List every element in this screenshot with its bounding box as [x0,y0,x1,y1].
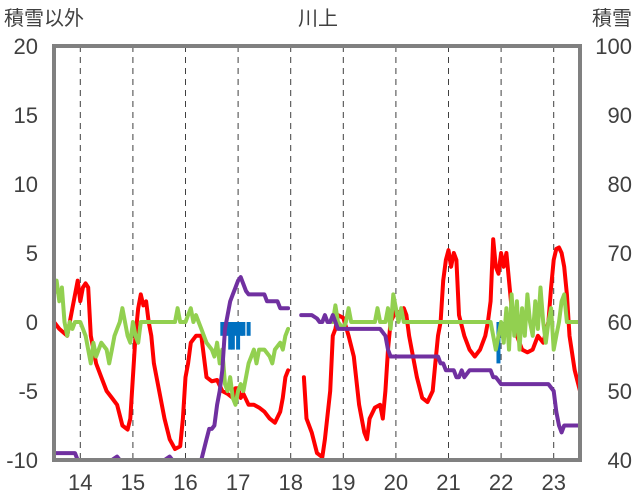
left-tick-label: 10 [14,172,38,197]
precip-bar-7 [238,322,243,336]
x-tick-label: 16 [173,470,197,495]
x-tick-label: 15 [121,470,145,495]
x-tick-label: 22 [489,470,513,495]
right-axis-label: 積雪 [592,7,632,30]
right-tick-label: 100 [595,34,632,59]
precip-bar-8 [241,322,246,336]
precip-bar-4 [230,322,235,350]
tick-labels: -10 -5 0 5 10 15 20 40 50 60 70 80 90 100 14 15 16 17 18 19… [6,34,632,495]
series-0-segment-0 [52,278,291,451]
precip-bar-5 [233,322,238,336]
plot-frame [52,44,582,462]
x-tick-label: 23 [541,470,565,495]
left-tick-label: 20 [14,34,38,59]
series-1-segment-0 [52,278,291,407]
left-tick-label: 15 [14,103,38,128]
precip-bar-2 [225,322,230,336]
vertical-gridlines [79,46,555,460]
precip-bar-0 [220,322,225,336]
left-tick-label: 0 [26,310,38,335]
x-tick-label: 18 [278,470,302,495]
left-tick-label: 5 [26,241,38,266]
precip-bar-9 [246,322,251,336]
x-tick-label: 20 [384,470,408,495]
right-tick-label: 50 [608,379,632,404]
left-tick-label: -5 [18,379,38,404]
series-0-segment-1 [301,237,582,460]
right-tick-label: 60 [608,310,632,335]
series-1-segment-1 [330,285,582,352]
right-tick-label: 70 [608,241,632,266]
chart-title: 川上 [298,7,338,30]
left-tick-label: -10 [6,448,38,473]
precip-bar-6 [236,322,241,350]
precip-bar-3 [228,322,233,350]
series-2-segment-1 [299,313,582,435]
right-tick-label: 40 [608,448,632,473]
right-tick-label: 90 [608,103,632,128]
series-lines [52,237,582,462]
left-axis-label: 積雪以外 [4,7,84,30]
x-tick-label: 14 [68,470,92,495]
right-tick-label: 80 [608,172,632,197]
x-tick-label: 19 [331,470,355,495]
x-tick-label: 17 [226,470,250,495]
x-tick-label: 21 [436,470,460,495]
